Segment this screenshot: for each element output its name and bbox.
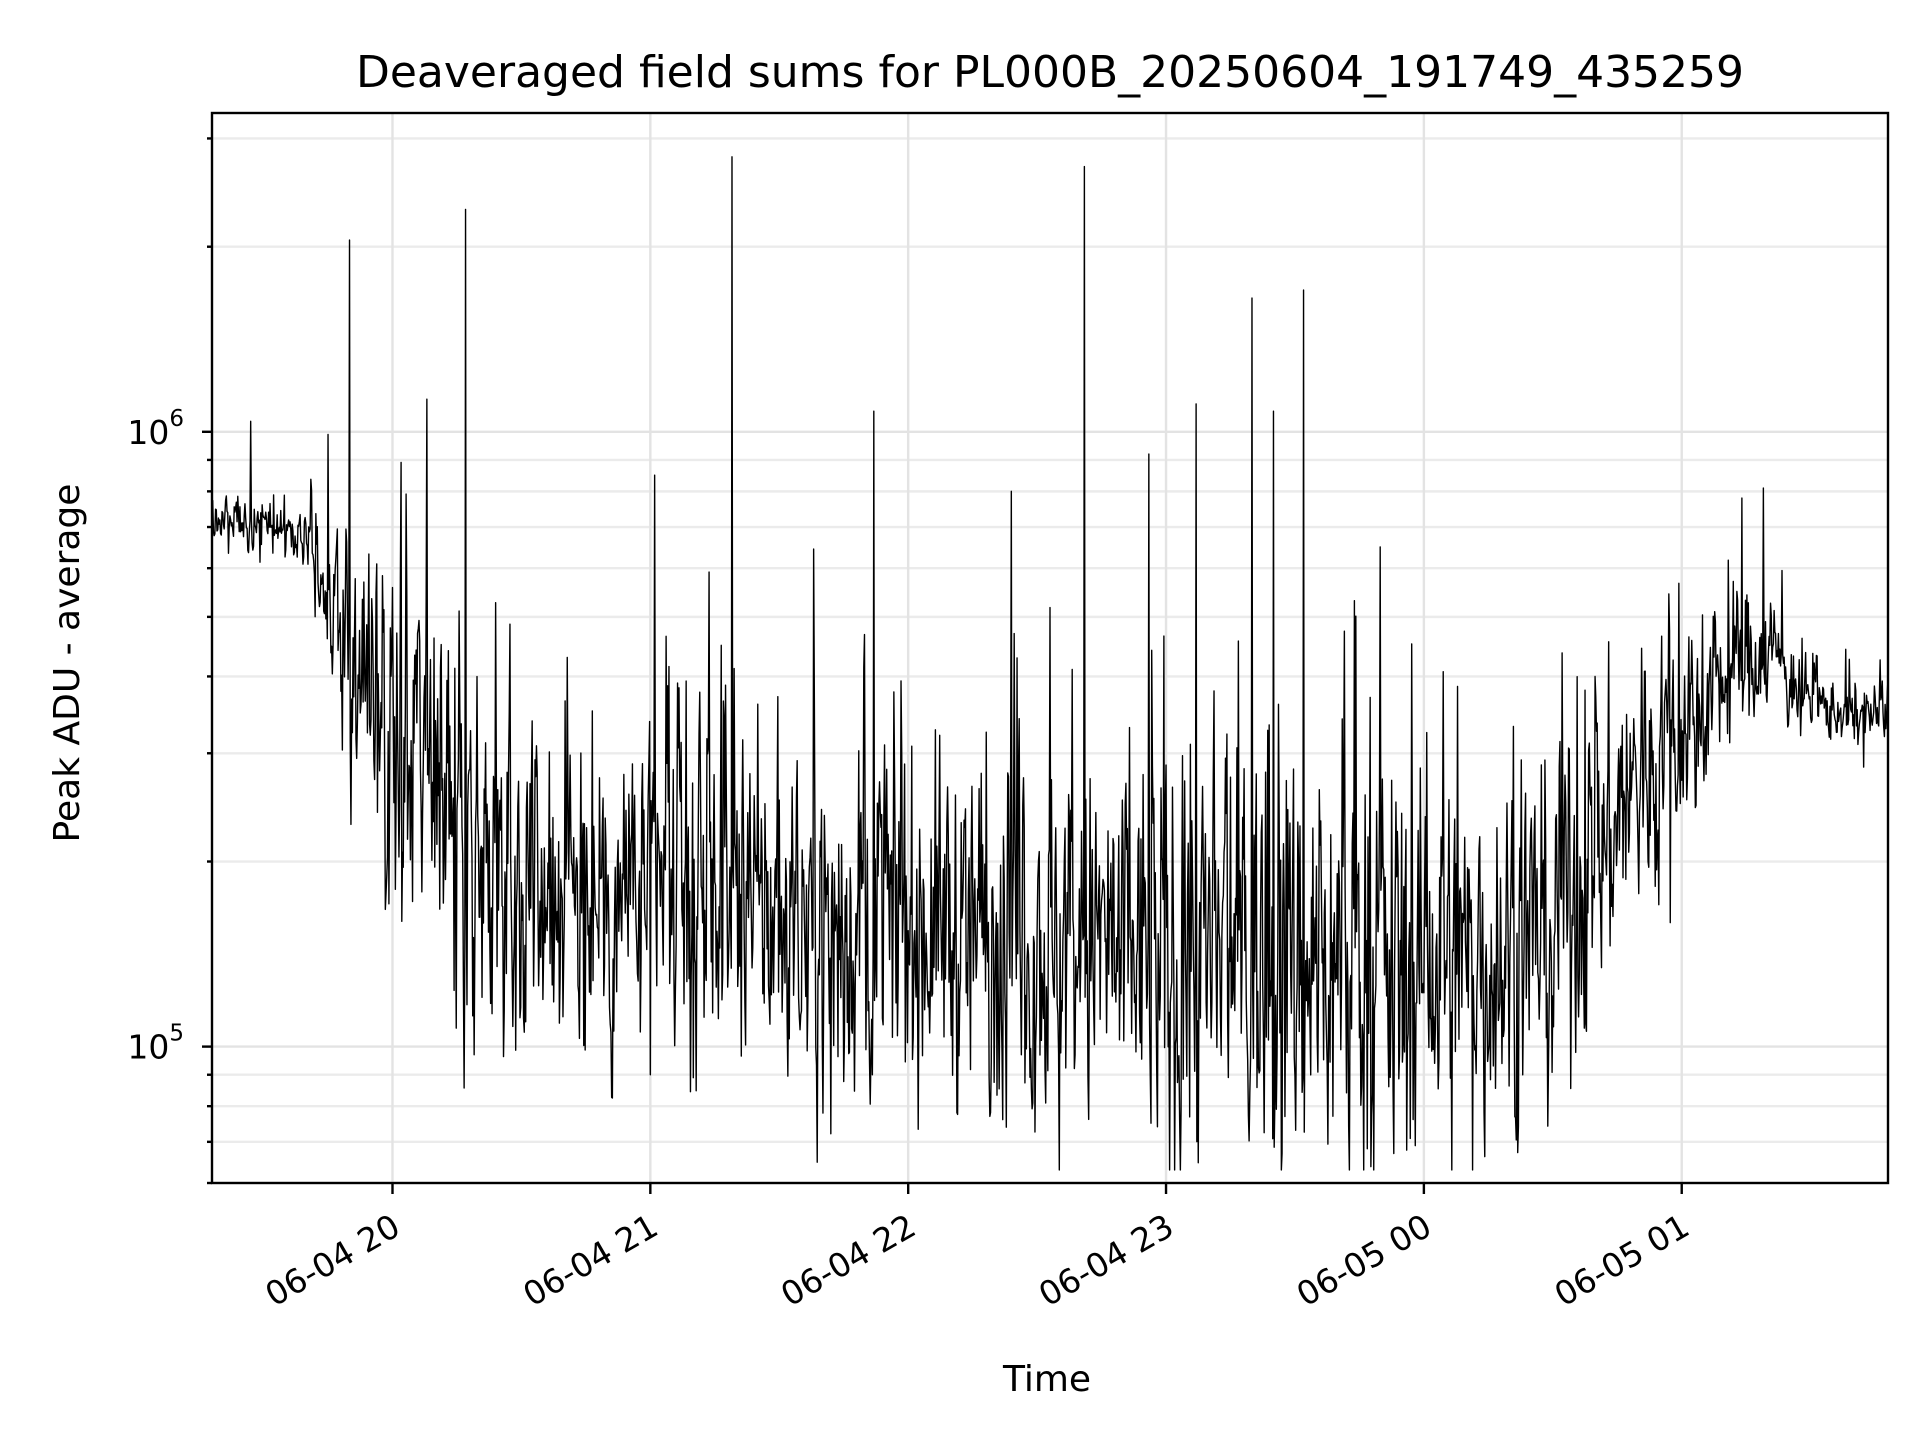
series-line — [211, 156, 1889, 1171]
x-tick-label: 06-04 20 — [258, 1206, 406, 1314]
plot-frame — [210, 111, 1890, 1185]
x-tick-label: 06-04 22 — [774, 1206, 922, 1314]
series-line-path — [211, 156, 1889, 1171]
grid — [212, 113, 1888, 1185]
x-tick-label: 06-04 21 — [516, 1206, 664, 1314]
x-tick-label: 06-05 01 — [1548, 1206, 1696, 1314]
x-axis-label: Time — [1002, 1359, 1091, 1400]
y-axis: 105 106 — [127, 137, 212, 1185]
chart-title: Deaveraged field sums for PL000B_2025060… — [356, 47, 1744, 98]
x-tick-label: 06-04 23 — [1032, 1206, 1180, 1314]
x-tick-label: 06-05 00 — [1290, 1206, 1438, 1314]
y-tick-label: 105 — [127, 1021, 184, 1067]
y-tick-label: 106 — [127, 406, 184, 452]
x-axis: 06-04 20 06-04 21 06-04 22 06-04 23 06-05 00… — [258, 1183, 1696, 1314]
y-axis-label: Peak ADU - average — [47, 484, 88, 843]
